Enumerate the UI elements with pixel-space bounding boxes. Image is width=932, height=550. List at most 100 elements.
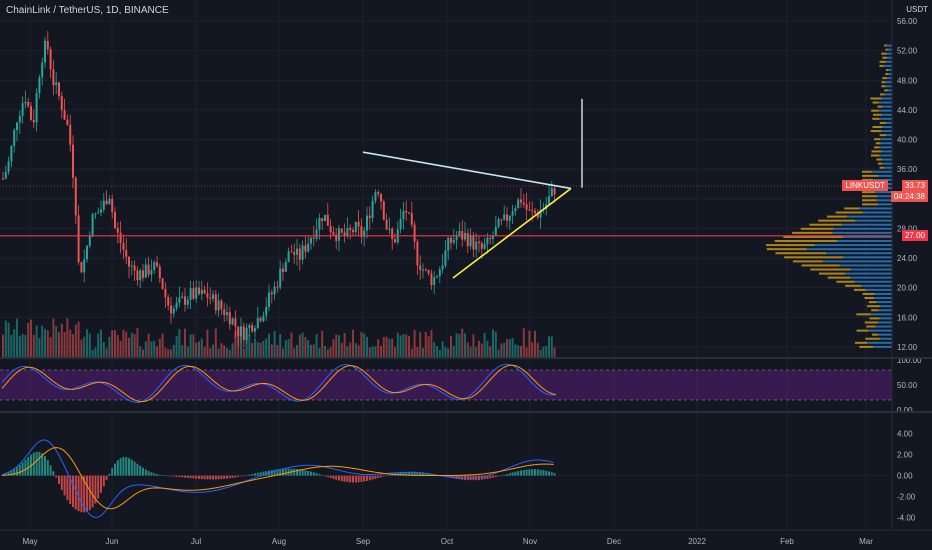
volume-bar <box>265 338 268 358</box>
volume-profile-bar <box>784 256 844 259</box>
candle <box>508 215 511 221</box>
candle <box>458 231 461 237</box>
macd-histogram-bar <box>374 475 377 479</box>
macd-histogram-bar <box>489 475 492 479</box>
macd-histogram-bar <box>27 457 30 476</box>
time-axis-label: Mar <box>859 537 873 546</box>
volume-bar <box>396 332 399 358</box>
volume-profile-bar <box>879 317 892 320</box>
macd-histogram-bar <box>63 475 66 496</box>
macd-histogram-bar <box>108 473 111 476</box>
volume-profile-bar <box>810 268 851 271</box>
volume-profile-bar <box>886 134 892 137</box>
volume-profile-bar <box>885 81 892 84</box>
volume-bar <box>217 348 220 358</box>
macd-histogram-bar <box>86 475 88 512</box>
candle <box>69 124 72 145</box>
volume-bar <box>461 328 464 358</box>
volume-bar <box>438 349 441 358</box>
macd-histogram-bar <box>259 472 262 476</box>
macd-histogram-bar <box>128 458 130 476</box>
time-axis-label: Jul <box>191 537 201 546</box>
volume-bar <box>346 346 349 358</box>
macd-histogram-bar <box>83 475 86 513</box>
macd-histogram-bar <box>97 475 100 499</box>
volume-profile-bar <box>871 170 892 173</box>
time-axis-label: Nov <box>523 537 537 546</box>
volume-profile-bar <box>879 337 892 340</box>
volume-bar <box>223 345 226 358</box>
macd-histogram-bar <box>553 473 556 476</box>
volume-profile-bar <box>875 142 881 145</box>
volume-bar <box>130 332 133 358</box>
volume-profile-bar <box>863 211 892 214</box>
volume-bar <box>354 343 357 358</box>
candle <box>374 192 377 201</box>
macd-histogram-bar <box>4 473 7 476</box>
volume-profile-bar <box>862 174 879 177</box>
volume-bar <box>49 337 52 358</box>
candle <box>287 251 290 262</box>
candle <box>181 296 184 298</box>
candle <box>100 209 102 213</box>
volume-bar <box>455 333 458 358</box>
candle <box>80 262 83 273</box>
macd-histogram-bar <box>424 472 427 476</box>
volume-bar <box>228 349 231 358</box>
volume-bar <box>27 322 30 358</box>
volume-bar <box>394 347 396 358</box>
volume-bar <box>385 336 388 358</box>
macd-axis-label: 2.00 <box>897 451 913 460</box>
macd-histogram-bar <box>301 469 304 476</box>
volume-bar <box>298 334 301 358</box>
macd-histogram-bar <box>254 473 256 476</box>
volume-bar <box>472 334 475 358</box>
candle <box>55 82 58 86</box>
stoch-axis-label: 100.00 <box>897 356 922 365</box>
candle <box>486 237 489 244</box>
volume-bar <box>326 349 329 358</box>
macd-histogram-bar <box>506 473 508 476</box>
volume-bar <box>13 329 16 358</box>
macd-axis-label: -4.00 <box>897 514 916 523</box>
macd-histogram-bar <box>366 475 368 481</box>
volume-bar <box>290 332 293 358</box>
volume-bar <box>522 328 525 358</box>
candle <box>133 265 136 271</box>
macd-histogram-bar <box>371 475 374 480</box>
candle <box>234 318 237 327</box>
volume-bar <box>105 348 108 358</box>
candle <box>480 242 483 249</box>
volume-bar <box>18 335 21 358</box>
macd-histogram-bar <box>514 471 517 476</box>
volume-profile-bar <box>859 207 892 210</box>
volume-bar <box>506 339 508 358</box>
volume-bar <box>251 342 254 358</box>
candle <box>66 119 69 125</box>
macd-histogram-bar <box>388 474 391 476</box>
volume-bar <box>234 330 237 358</box>
volume-bar <box>301 332 304 358</box>
volume-bar <box>276 345 279 358</box>
volume-profile-bar <box>870 130 882 133</box>
candle <box>125 249 128 257</box>
volume-bar <box>46 330 49 358</box>
price-axis-label: 40.00 <box>897 136 918 145</box>
time-axis-label: Oct <box>441 537 454 546</box>
volume-bar <box>184 328 186 358</box>
volume-bar <box>287 339 290 358</box>
macd-histogram-bar <box>483 475 486 480</box>
macd-histogram-bar <box>528 469 531 476</box>
macd-histogram-bar <box>340 475 343 482</box>
candle <box>189 288 192 300</box>
macd-histogram-bar <box>167 475 170 477</box>
volume-profile-bar <box>882 125 892 128</box>
symbol-title[interactable]: ChainLink / TetherUS, 1D, BINANCE <box>6 5 169 16</box>
volume-bar <box>282 348 284 358</box>
volume-profile-bar <box>866 325 876 328</box>
macd-histogram-bar <box>550 472 553 476</box>
candle <box>548 196 550 205</box>
volume-bar <box>536 342 539 358</box>
macd-histogram-bar <box>136 463 139 476</box>
